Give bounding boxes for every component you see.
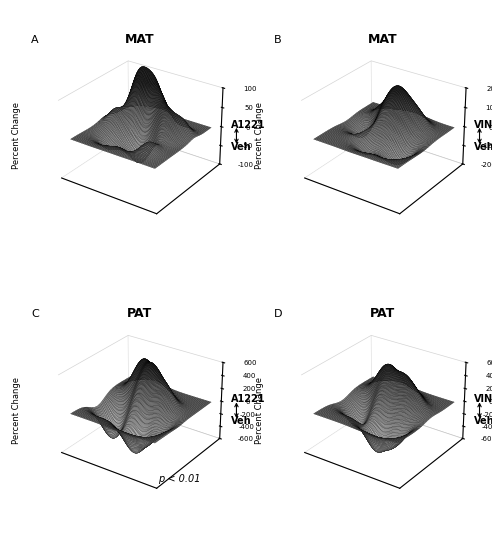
Text: Veh: Veh — [474, 141, 492, 152]
Text: A1221: A1221 — [231, 120, 266, 130]
Text: A1221: A1221 — [231, 394, 266, 405]
Text: A: A — [31, 35, 39, 45]
Title: MAT: MAT — [124, 33, 154, 46]
Text: B: B — [274, 35, 282, 45]
Text: Percent Change: Percent Change — [12, 377, 21, 444]
Text: p < 0.01: p < 0.01 — [157, 474, 200, 484]
Title: PAT: PAT — [126, 307, 152, 321]
Title: PAT: PAT — [369, 307, 395, 321]
Text: Veh: Veh — [231, 416, 252, 426]
Text: Percent Change: Percent Change — [255, 102, 264, 169]
Text: C: C — [31, 310, 39, 319]
Text: Veh: Veh — [231, 141, 252, 152]
Title: MAT: MAT — [368, 33, 397, 46]
Text: Veh: Veh — [474, 416, 492, 426]
Text: VIN: VIN — [474, 394, 492, 405]
Text: Percent Change: Percent Change — [12, 102, 21, 169]
Text: D: D — [274, 310, 283, 319]
Text: Percent Change: Percent Change — [255, 377, 264, 444]
Text: VIN: VIN — [474, 120, 492, 130]
